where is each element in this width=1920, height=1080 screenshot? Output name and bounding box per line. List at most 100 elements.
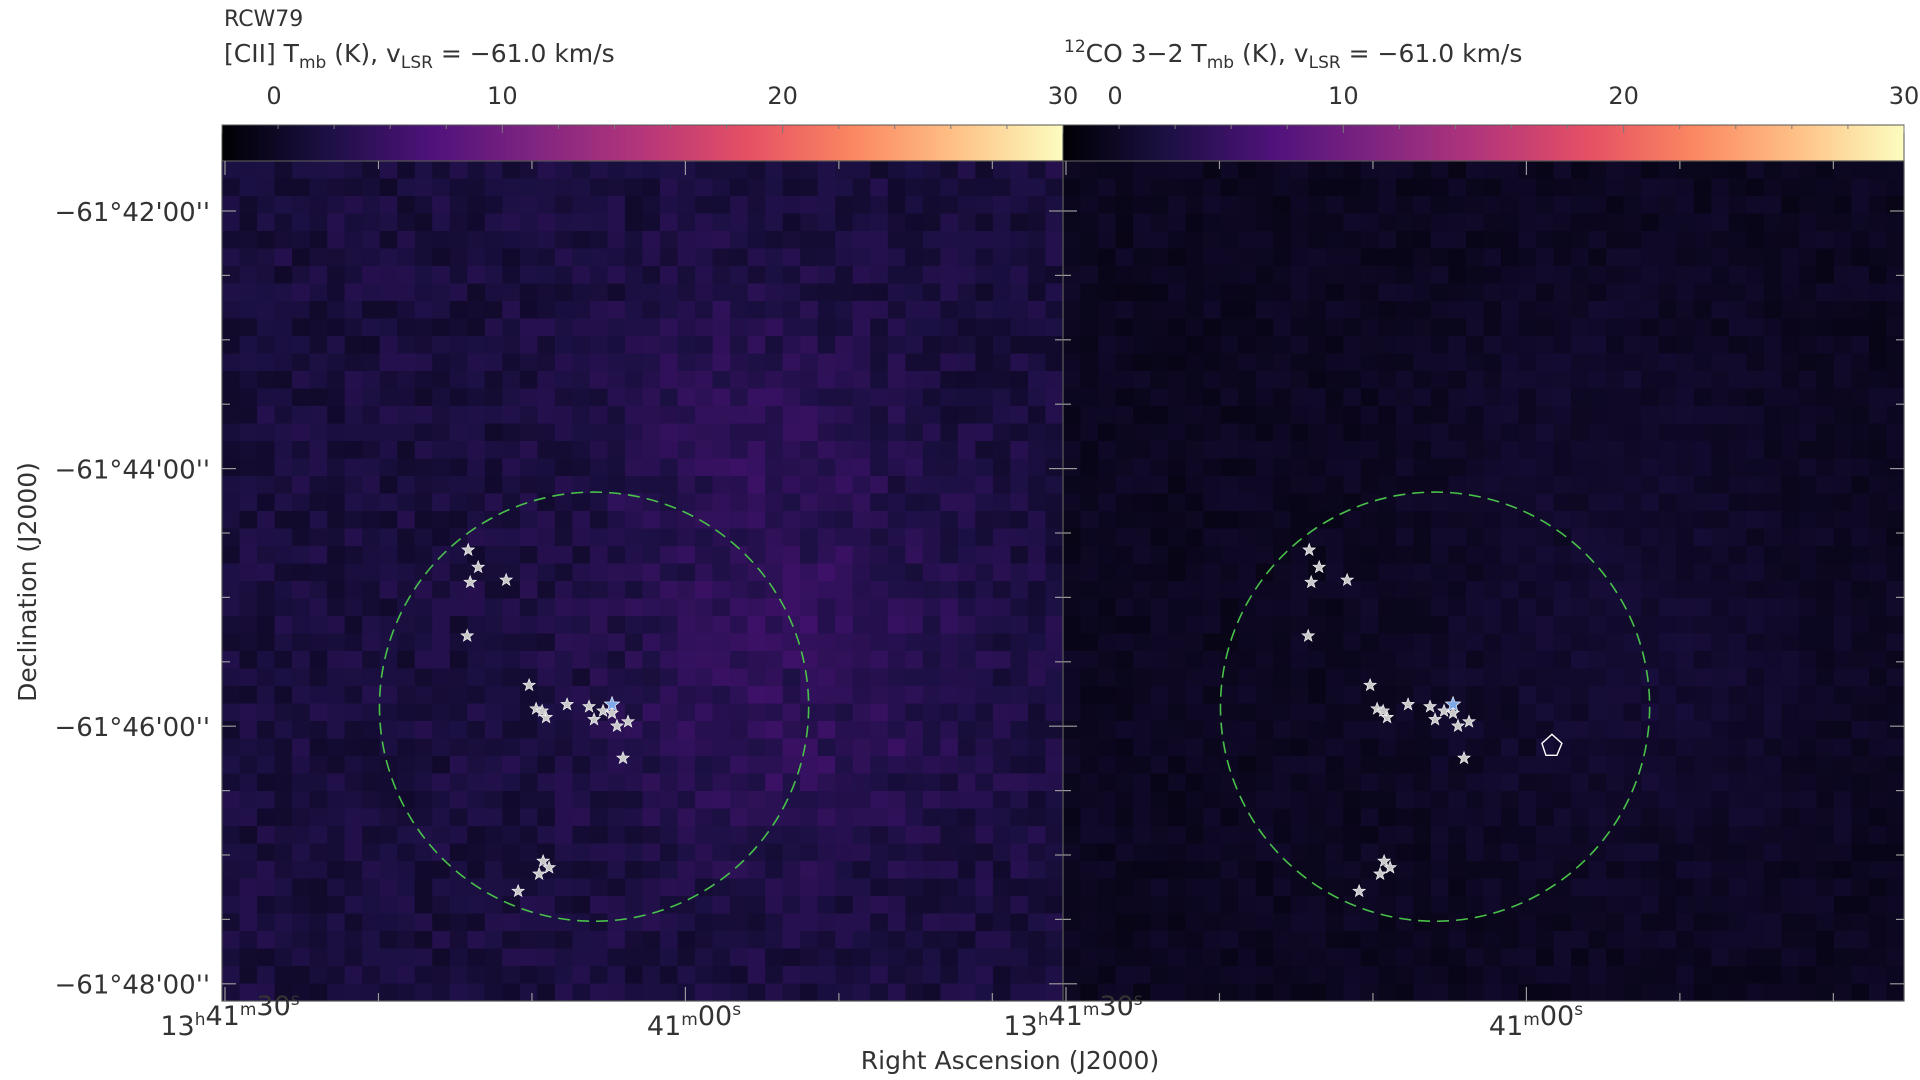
heatmap-cell bbox=[1290, 808, 1309, 827]
heatmap-cell bbox=[1868, 231, 1888, 250]
heatmap-cell bbox=[1255, 948, 1274, 967]
heatmap-cell bbox=[449, 406, 468, 425]
heatmap-cell bbox=[747, 913, 766, 932]
heatmap-cell bbox=[1465, 248, 1485, 267]
heatmap-cell bbox=[782, 196, 801, 215]
heatmap-cell bbox=[1430, 651, 1450, 670]
heatmap-cell bbox=[397, 336, 416, 355]
heatmap-cell bbox=[502, 633, 521, 652]
heatmap-cell bbox=[957, 966, 976, 985]
heatmap-cell bbox=[1395, 231, 1415, 250]
heatmap-cell bbox=[327, 581, 346, 600]
heatmap-cell bbox=[1220, 528, 1239, 547]
heatmap-cell bbox=[467, 598, 486, 617]
heatmap-cell bbox=[817, 808, 836, 827]
heatmap-cell bbox=[1676, 248, 1695, 267]
heatmap-cell bbox=[660, 948, 679, 967]
heatmap-cell bbox=[1641, 616, 1660, 635]
heatmap-cell bbox=[1308, 423, 1327, 442]
heatmap-cell bbox=[1886, 563, 1904, 582]
heatmap-cell bbox=[1027, 843, 1047, 862]
heatmap-cell bbox=[677, 861, 696, 880]
heatmap-cell bbox=[642, 231, 661, 250]
heatmap-cell bbox=[765, 213, 784, 232]
colorbar bbox=[221, 124, 1064, 162]
heatmap-cell bbox=[1781, 161, 1800, 180]
heatmap-cell bbox=[274, 336, 293, 355]
heatmap-cell bbox=[1290, 983, 1309, 1001]
heatmap-cell bbox=[905, 686, 924, 705]
heatmap-cell bbox=[1658, 511, 1677, 530]
heatmap-cell bbox=[362, 248, 381, 267]
heatmap-cell bbox=[1290, 861, 1309, 880]
heatmap-cell bbox=[870, 756, 889, 775]
heatmap-cell bbox=[222, 773, 241, 792]
heatmap-cell bbox=[1325, 441, 1344, 460]
heatmap-cell bbox=[817, 738, 836, 757]
heatmap-cell bbox=[1115, 476, 1134, 495]
heatmap-cell bbox=[1553, 983, 1572, 1001]
heatmap-cell bbox=[642, 458, 661, 477]
heatmap-cell bbox=[1798, 773, 1817, 792]
heatmap-cell bbox=[747, 336, 766, 355]
heatmap-cell bbox=[1448, 896, 1467, 915]
heatmap-cell bbox=[274, 913, 293, 932]
heatmap-cell bbox=[1413, 283, 1432, 302]
heatmap-cell bbox=[1185, 231, 1204, 250]
heatmap-cell bbox=[1168, 616, 1187, 635]
heatmap-cell bbox=[1693, 598, 1712, 617]
heatmap-cell bbox=[1693, 511, 1712, 530]
heatmap-cell bbox=[1290, 703, 1309, 722]
heatmap-cell bbox=[1290, 633, 1309, 652]
heatmap-cell bbox=[695, 983, 714, 1001]
heatmap-cell bbox=[1185, 336, 1204, 355]
heatmap-cell bbox=[1115, 773, 1134, 792]
heatmap-cell bbox=[695, 651, 714, 670]
heatmap-cell bbox=[1553, 493, 1572, 512]
heatmap-cell bbox=[1833, 528, 1853, 547]
heatmap-cell bbox=[1308, 371, 1327, 390]
heatmap-cell bbox=[624, 161, 644, 180]
heatmap-cell bbox=[257, 196, 276, 215]
heatmap-cell bbox=[677, 878, 696, 897]
heatmap-cell bbox=[695, 388, 714, 407]
heatmap-cell bbox=[1518, 441, 1537, 460]
heatmap-cell bbox=[1851, 896, 1870, 915]
heatmap-cell bbox=[1273, 406, 1292, 425]
heatmap-cell bbox=[379, 528, 398, 547]
heatmap-cell bbox=[589, 598, 609, 617]
heatmap-cell bbox=[1606, 948, 1625, 967]
heatmap-cell bbox=[765, 738, 784, 757]
heatmap-cell bbox=[817, 983, 836, 1001]
heatmap-cell bbox=[1868, 948, 1888, 967]
heatmap-cell bbox=[1711, 336, 1730, 355]
heatmap-cell bbox=[992, 843, 1012, 862]
heatmap-cell bbox=[1063, 493, 1082, 512]
heatmap-cell bbox=[1483, 721, 1502, 740]
heatmap-cell bbox=[1290, 371, 1309, 390]
heatmap-cell bbox=[502, 406, 521, 425]
heatmap-cell bbox=[1290, 651, 1309, 670]
heatmap-cell bbox=[502, 931, 521, 950]
heatmap-cell bbox=[940, 493, 959, 512]
heatmap-cell bbox=[309, 178, 328, 197]
heatmap-cell bbox=[1185, 948, 1204, 967]
heatmap-cell bbox=[1553, 511, 1572, 530]
heatmap-cell bbox=[642, 476, 661, 495]
heatmap-cell bbox=[222, 458, 241, 477]
heatmap-cell bbox=[1728, 843, 1747, 862]
heatmap-cell bbox=[1746, 966, 1765, 985]
heatmap-cell bbox=[274, 703, 293, 722]
heatmap-cell bbox=[1098, 231, 1117, 250]
heatmap-cell bbox=[835, 283, 854, 302]
heatmap-cell bbox=[397, 826, 416, 845]
heatmap-cell bbox=[1080, 948, 1099, 967]
heatmap-cell bbox=[1588, 896, 1607, 915]
diamond-marker bbox=[1541, 733, 1563, 757]
heatmap-cell bbox=[1641, 318, 1660, 337]
heatmap-cell bbox=[1886, 546, 1904, 565]
heatmap-cell bbox=[1238, 528, 1257, 547]
heatmap-cell bbox=[1833, 826, 1853, 845]
heatmap-cell bbox=[1483, 266, 1502, 285]
heatmap-cell bbox=[940, 966, 959, 985]
